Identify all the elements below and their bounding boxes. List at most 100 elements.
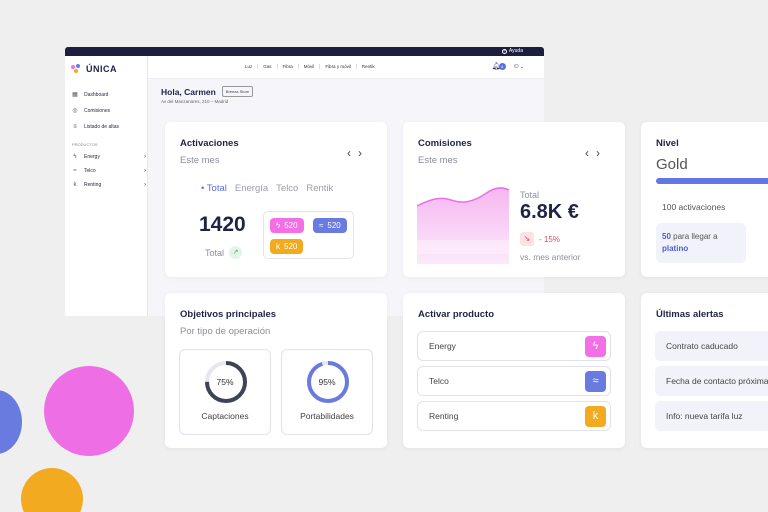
activar-producto-card: Activar producto Energy ϟ Telco ≈ Renting k — [403, 293, 625, 448]
store-address: Av del Manzanares, 210 – Madrid — [161, 99, 229, 104]
level-name: Gold — [656, 156, 688, 173]
alertas-card: Últimas alertas Contrato caducado Fecha … — [641, 293, 768, 448]
sidebar-item-comisiones[interactable]: ◎ Comisiones — [72, 103, 146, 119]
chevron-right-icon: › — [144, 154, 146, 160]
help-link[interactable]: ? Ayuda — [501, 48, 523, 54]
help-label: Ayuda — [508, 48, 523, 54]
alert-item[interactable]: Fecha de contacto próxima — [655, 366, 768, 396]
header-link-rentik[interactable]: Rentik — [361, 64, 375, 69]
sidebar-item-energy[interactable]: ϟ Energy › — [72, 150, 146, 164]
notifications-button[interactable]: 🔔︎4 — [492, 62, 506, 70]
header-product-links: Luz Gas Fibra Móvil Fibra y móvil Rentik — [240, 64, 380, 69]
sidebar-item-telco[interactable]: ≈ Telco › — [72, 164, 146, 178]
decorative-blob-pink — [44, 366, 134, 456]
renting-count: 520 — [284, 242, 298, 251]
chevron-left-icon[interactable]: ‹ — [347, 146, 358, 160]
period-arrows: ‹› — [585, 146, 607, 160]
total-row: Total ↗ — [205, 246, 243, 259]
product-label: Renting — [429, 411, 459, 421]
activate-renting-row[interactable]: Renting k — [417, 401, 611, 431]
user-icon: ☺︎ — [512, 62, 520, 70]
sidebar: ÚNICA ▦ Dashboard ◎ Comisiones ≡ Listado de… — [65, 56, 148, 316]
trend-up-icon: ↗ — [229, 246, 243, 259]
product-label: Telco — [429, 376, 449, 386]
alert-item[interactable]: Info: nueva tarifa luz — [655, 401, 768, 431]
sidebar-item-label: Dashboard — [84, 92, 109, 98]
bolt-icon: ϟ — [276, 221, 281, 230]
tab-total[interactable]: • Total — [201, 183, 227, 194]
bolt-icon: ϟ — [73, 154, 77, 160]
coin-icon: ◎ — [72, 108, 78, 114]
nivel-card: Nivel Gold 100 activaciones 50 para lleg… — [641, 122, 768, 277]
store-tag[interactable]: Brenas Store — [221, 86, 254, 97]
chevron-left-icon[interactable]: ‹ — [585, 146, 596, 160]
area-line — [417, 187, 509, 207]
info-strong: 50 — [662, 232, 671, 241]
area-fill — [417, 187, 509, 264]
product-label: Energy — [429, 341, 456, 351]
alert-item[interactable]: Contrato caducado — [655, 331, 768, 361]
card-title: Comisiones — [418, 138, 472, 149]
activate-telco-row[interactable]: Telco ≈ — [417, 366, 611, 396]
comisiones-value: 6.8K € — [520, 201, 579, 223]
sidebar-item-dashboard[interactable]: ▦ Dashboard — [72, 87, 146, 103]
header-actions: 🔔︎4 ☺︎⌄ — [492, 62, 524, 70]
sidebar-item-renting[interactable]: k Renting › — [72, 178, 147, 192]
renting-icon: k — [73, 182, 77, 188]
objective-value: 75% — [216, 377, 234, 387]
objective-value: 95% — [318, 377, 336, 387]
chevron-right-icon[interactable]: › — [358, 146, 369, 160]
logo-dots-icon — [71, 64, 81, 74]
renting-pill: k 520 — [270, 239, 304, 254]
user-menu-button[interactable]: ☺︎⌄ — [513, 63, 524, 70]
objective-label: Captaciones — [201, 411, 249, 421]
header-link-fibra[interactable]: Fibra — [278, 64, 299, 69]
activaciones-value: 1420 — [199, 213, 246, 236]
notification-count: 4 — [498, 63, 506, 70]
product-breakdown: ϟ 520 ≈520 k 520 — [263, 211, 354, 259]
wifi-icon: ≈ — [319, 221, 324, 230]
total-label: Total — [205, 247, 225, 258]
chevron-right-icon: › — [144, 182, 146, 188]
sidebar-item-label: Comisiones — [84, 108, 111, 114]
card-subtitle: Este mes — [418, 155, 458, 166]
tab-rentik[interactable]: Rentik — [306, 183, 334, 194]
window-topbar: ? Ayuda — [65, 47, 544, 56]
bell-icon: 🔔︎ — [491, 63, 501, 70]
list-icon: ≡ — [73, 124, 77, 130]
tab-telco[interactable]: Telco — [276, 183, 299, 194]
renting-icon: k — [276, 242, 280, 251]
progress-ring — [205, 361, 247, 403]
header-link-fibra-movil[interactable]: Fibra y móvil — [320, 64, 357, 69]
activate-energy-row[interactable]: Energy ϟ — [417, 331, 611, 361]
top-header: Luz Gas Fibra Móvil Fibra y móvil Rentik… — [148, 56, 544, 79]
telco-count: 520 — [327, 221, 341, 230]
header-link-luz[interactable]: Luz — [240, 64, 259, 69]
card-title: Nivel — [656, 138, 679, 149]
chevron-down-icon: ⌄ — [519, 63, 524, 70]
decorative-blob-purple — [0, 390, 22, 454]
objective-portabilidades[interactable]: 95% Portabilidades — [281, 349, 373, 435]
sidebar-item-label: Listado de altas — [84, 124, 120, 130]
card-title: Activaciones — [180, 138, 239, 149]
sidebar-nav: ▦ Dashboard ◎ Comisiones ≡ Listado de altas… — [72, 87, 146, 192]
card-subtitle: Este mes — [180, 155, 220, 166]
card-title: Objetivos principales — [180, 309, 277, 320]
brand-logo[interactable]: ÚNICA — [71, 64, 117, 74]
comisiones-area-chart — [417, 187, 509, 264]
sidebar-item-label: Energy — [84, 154, 100, 160]
renting-icon: k — [585, 406, 606, 427]
header-link-movil[interactable]: Móvil — [299, 64, 321, 69]
objective-captaciones[interactable]: 75% Captaciones — [179, 349, 271, 435]
wifi-icon: ≈ — [585, 371, 606, 392]
chevron-right-icon[interactable]: › — [596, 146, 607, 160]
grid-icon: ▦ — [72, 92, 78, 98]
tab-energia[interactable]: Energía — [234, 183, 269, 194]
sidebar-item-listado[interactable]: ≡ Listado de altas — [72, 119, 146, 135]
info-text: para llegar a — [670, 232, 718, 241]
area-band — [417, 240, 509, 254]
change-row: ↘ - 15% — [520, 232, 560, 246]
sidebar-section-label: PRODUCTOS — [72, 142, 98, 147]
card-subtitle: Por tipo de operación — [180, 326, 271, 337]
header-link-gas[interactable]: Gas — [258, 64, 278, 69]
